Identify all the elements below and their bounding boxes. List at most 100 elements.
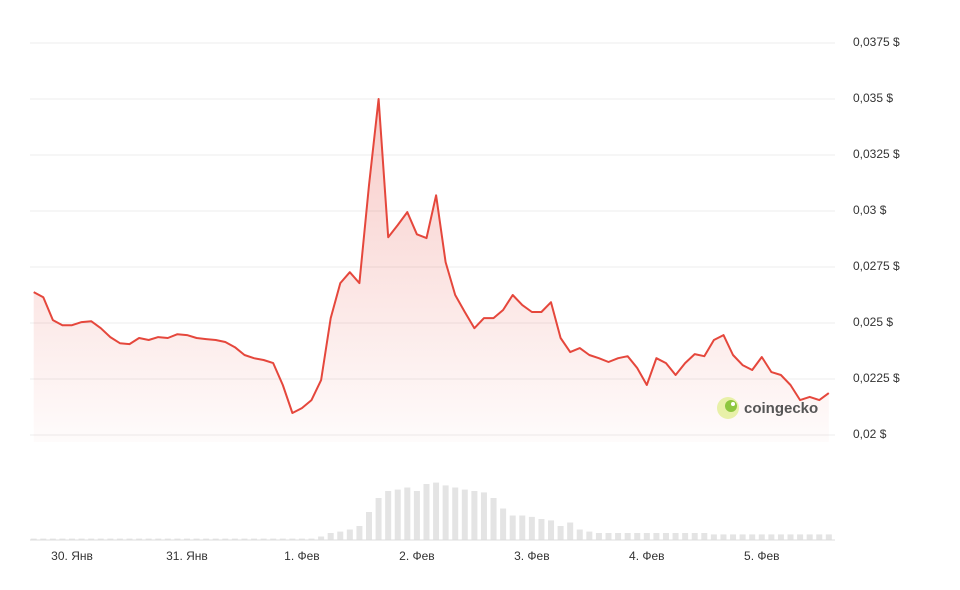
- volume-bar: [136, 538, 143, 540]
- volume-bar: [145, 538, 152, 540]
- volume-bar: [318, 536, 325, 540]
- volume-bar: [433, 482, 440, 540]
- volume-bar: [672, 533, 679, 540]
- volume-bar: [653, 533, 660, 540]
- volume-bar: [241, 538, 248, 540]
- x-tick-label: 5. Фев: [744, 549, 780, 563]
- x-tick-label: 3. Фев: [514, 549, 550, 563]
- volume-bar: [270, 538, 277, 540]
- volume-bar: [806, 534, 813, 540]
- volume-bar: [643, 533, 650, 540]
- volume-bar: [193, 538, 200, 540]
- volume-bar: [356, 526, 363, 540]
- volume-bar: [739, 534, 746, 540]
- volume-bar: [825, 534, 832, 540]
- volume-bar: [107, 538, 114, 540]
- volume-bar: [385, 491, 392, 540]
- volume-bar: [164, 538, 171, 540]
- volume-bar: [519, 515, 526, 540]
- volume-bar: [203, 538, 210, 540]
- volume-bar: [49, 538, 56, 540]
- volume-bar: [59, 538, 66, 540]
- volume-bar: [183, 538, 190, 540]
- volume-bar: [710, 534, 717, 540]
- x-tick-label: 2. Фев: [399, 549, 435, 563]
- volume-bar: [662, 533, 669, 540]
- volume-bar: [69, 538, 76, 540]
- y-tick-label: 0,02 $: [853, 427, 887, 441]
- grid-layer: 0,02 $ 0,0225 $ 0,025 $ 0,0275 $ 0,03 $ 0,032…: [30, 35, 900, 563]
- volume-bar: [615, 533, 622, 540]
- y-tick-label: 0,0325 $: [853, 147, 900, 161]
- volume-layer: [30, 482, 832, 540]
- volume-bar: [231, 538, 238, 540]
- volume-bar: [567, 522, 574, 540]
- x-tick-label: 31. Янв: [166, 549, 208, 563]
- volume-bar: [126, 538, 133, 540]
- volume-bar: [509, 515, 516, 540]
- volume-bar: [730, 534, 737, 540]
- volume-bar: [576, 529, 583, 540]
- volume-bar: [423, 484, 430, 540]
- volume-bar: [375, 498, 382, 540]
- volume-bar: [595, 533, 602, 540]
- volume-bar: [605, 533, 612, 540]
- volume-bar: [116, 538, 123, 540]
- volume-bar: [634, 533, 641, 540]
- volume-bar: [461, 489, 468, 540]
- y-tick-label: 0,03 $: [853, 203, 887, 217]
- volume-bar: [155, 538, 162, 540]
- volume-bar: [777, 534, 784, 540]
- volume-bar: [768, 534, 775, 540]
- y-tick-label: 0,025 $: [853, 315, 893, 329]
- volume-bar: [308, 538, 315, 540]
- volume-bar: [701, 533, 708, 540]
- volume-bar: [452, 487, 459, 540]
- area: [33, 99, 829, 442]
- volume-bar: [557, 526, 564, 540]
- price-line: [33, 98, 830, 414]
- volume-bar: [442, 485, 449, 540]
- volume-bar: [624, 533, 631, 540]
- plot-layer: [33, 98, 830, 442]
- volume-bar: [816, 534, 823, 540]
- volume-bar: [40, 538, 47, 540]
- volume-bar: [787, 534, 794, 540]
- x-tick-label: 30. Янв: [51, 549, 93, 563]
- volume-bar: [394, 489, 401, 540]
- volume-bar: [682, 533, 689, 540]
- volume-bar: [480, 492, 487, 540]
- volume-bar: [260, 538, 267, 540]
- y-tick-label: 0,035 $: [853, 91, 893, 105]
- volume-bar: [88, 538, 95, 540]
- volume-bar: [720, 534, 727, 540]
- volume-bar: [586, 531, 593, 540]
- volume-bar: [490, 498, 497, 540]
- volume-bar: [298, 538, 305, 540]
- y-tick-label: 0,0375 $: [853, 35, 900, 49]
- volume-bar: [548, 520, 555, 540]
- volume-bar: [528, 516, 535, 540]
- x-tick-label: 1. Фев: [284, 549, 320, 563]
- volume-bar: [758, 534, 765, 540]
- volume-bar: [279, 538, 286, 540]
- volume-bar: [346, 529, 353, 540]
- volume-bar: [222, 538, 229, 540]
- volume-bar: [251, 538, 258, 540]
- volume-bar: [212, 538, 219, 540]
- watermark: coingecko: [717, 397, 818, 419]
- y-tick-label: 0,0225 $: [853, 371, 900, 385]
- watermark-text: coingecko: [744, 400, 818, 417]
- y-tick-label: 0,0275 $: [853, 259, 900, 273]
- volume-bar: [797, 534, 804, 540]
- volume-bar: [404, 487, 411, 540]
- volume-bar: [471, 491, 478, 540]
- volume-bar: [30, 538, 37, 540]
- volume-bar: [289, 538, 296, 540]
- volume-bar: [691, 533, 698, 540]
- volume-bar: [174, 538, 181, 540]
- volume-bar: [337, 531, 344, 540]
- volume-bar: [327, 533, 334, 540]
